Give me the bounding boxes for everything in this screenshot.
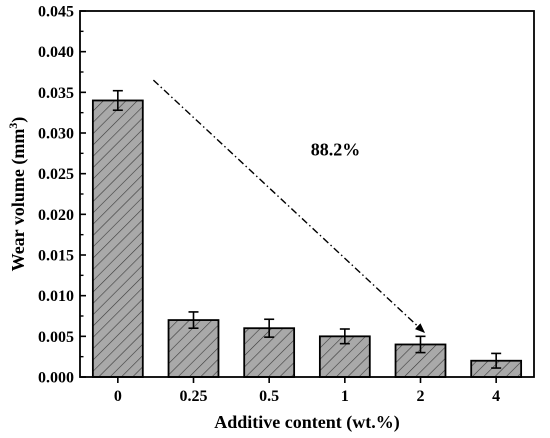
x-tick-label: 0	[114, 388, 122, 405]
reduction-annotation: 88.2%	[311, 139, 361, 159]
bar-0.25	[167, 319, 220, 378]
y-tick-label: 0.040	[38, 44, 74, 61]
y-tick-label: 0.030	[38, 126, 74, 143]
x-tick-label: 4	[492, 388, 500, 405]
x-tick-label: 0.5	[259, 388, 279, 405]
bars-group	[91, 99, 523, 378]
plot-frame	[79, 10, 535, 378]
y-axis-label-sup: 3	[6, 123, 20, 129]
y-tick-label: 0.025	[38, 166, 74, 183]
error-bars-group	[112, 89, 502, 369]
trend-arrow	[152, 79, 426, 333]
y-axis-ticks: 0.000 0.005 0.010 0.015 0.020 0.025 0.030 0.035…	[38, 4, 86, 387]
y-tick-label: 0.035	[38, 85, 74, 102]
annotation-group: 88.2%	[152, 79, 426, 333]
y-axis-label-main: Wear volume (mm	[8, 129, 29, 272]
y-tick-label: 0.005	[38, 329, 74, 346]
y-tick-label: 0.010	[38, 288, 74, 305]
y-tick-label: 0.015	[38, 248, 74, 265]
bar-0	[91, 99, 144, 378]
y-tick-label: 0.020	[38, 207, 74, 224]
y-tick-label: 0.000	[38, 370, 74, 387]
y-axis-label: Wear volume (mm3)	[6, 117, 29, 272]
x-axis-ticks: 0 0.25 0.5 1 2 4	[114, 377, 500, 405]
y-axis-label-close: )	[8, 117, 29, 123]
y-tick-label: 0.045	[38, 4, 74, 21]
x-tick-label: 1	[341, 388, 349, 405]
x-tick-label: 0.25	[180, 388, 208, 405]
x-tick-label: 2	[417, 388, 425, 405]
x-axis-label: Additive content (wt.%)	[214, 412, 399, 433]
bar-2	[394, 343, 447, 378]
